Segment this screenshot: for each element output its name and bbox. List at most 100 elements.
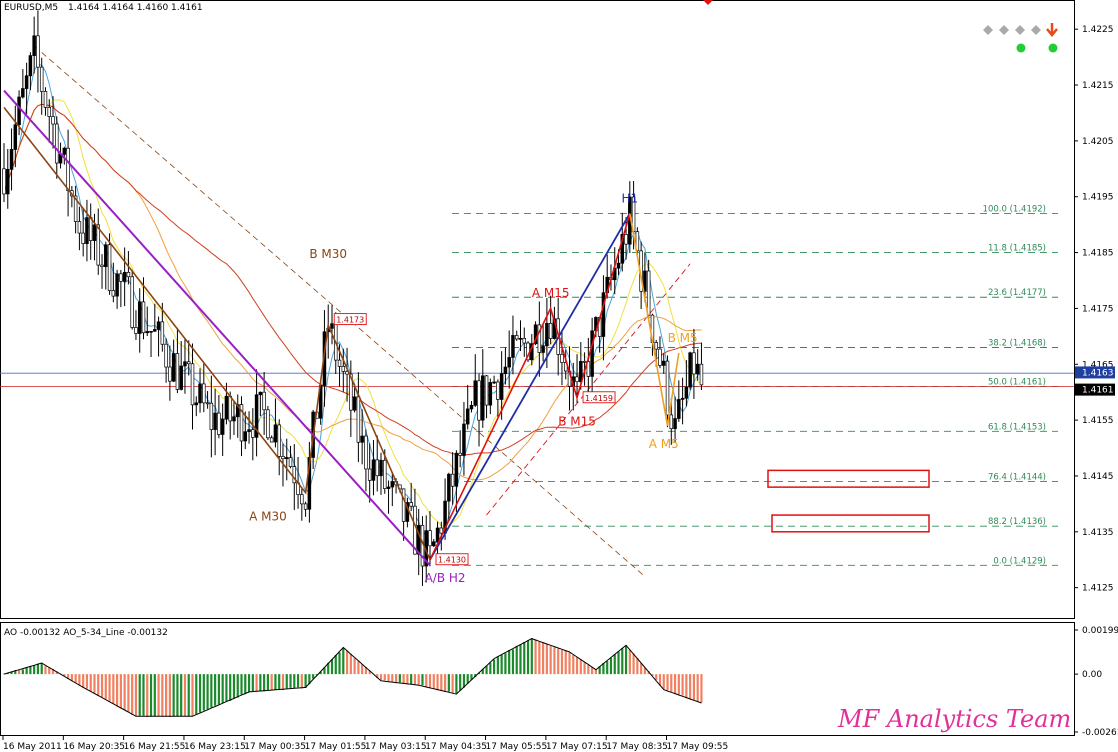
candle-body	[115, 273, 119, 297]
candle-body	[13, 124, 18, 150]
candle	[379, 452, 383, 495]
time-tick-label: 17 May 03:15	[365, 742, 427, 752]
status-dot-icon	[1016, 43, 1026, 53]
moving-averages	[3, 64, 702, 546]
candle	[239, 396, 244, 457]
candle-body	[303, 503, 308, 510]
candle-body	[522, 338, 527, 344]
candle-body	[107, 244, 112, 291]
candle-body	[111, 290, 116, 297]
candle	[73, 185, 78, 234]
fib-level-label: 100.0 (1.4192)	[983, 204, 1046, 214]
candle-body	[122, 271, 127, 282]
ao-tick-label: 0.00	[1082, 670, 1102, 680]
candle-body	[390, 481, 395, 488]
candle-body	[36, 35, 40, 68]
wave-label: A M30	[249, 510, 287, 524]
candle	[209, 375, 214, 458]
candle	[300, 488, 304, 521]
candle-body	[149, 330, 153, 333]
candle-body	[341, 366, 346, 372]
candle-body	[409, 502, 413, 507]
candle	[266, 406, 270, 441]
candle	[548, 295, 553, 345]
candle-body	[537, 324, 542, 353]
candle	[518, 320, 523, 352]
candle	[285, 438, 289, 481]
candle-body	[202, 383, 206, 404]
candle-body	[32, 35, 36, 56]
candle	[217, 395, 221, 439]
candle-body	[277, 424, 281, 457]
candle	[684, 360, 689, 407]
candle-body	[684, 386, 689, 399]
candle-body	[469, 404, 474, 410]
time-tick-label: 17 May 00:35	[244, 742, 306, 752]
candle	[21, 69, 25, 99]
candle-body	[375, 459, 379, 477]
candle	[134, 310, 138, 340]
candle	[352, 386, 357, 413]
candle-body	[383, 459, 387, 489]
candle-body	[364, 435, 368, 470]
candle	[661, 353, 666, 374]
candle	[202, 363, 206, 413]
candle-body	[224, 395, 229, 420]
candle-body	[66, 147, 70, 191]
candle-body	[473, 380, 478, 406]
candle-body	[198, 383, 202, 404]
candle-body	[360, 435, 364, 443]
candle-body	[134, 327, 138, 334]
wave-label: H1	[621, 191, 638, 205]
candle-body	[518, 338, 523, 340]
candle	[153, 303, 157, 332]
candle	[92, 213, 97, 261]
price-tick-label: 1.4215	[1082, 81, 1114, 91]
candle-body	[533, 324, 538, 345]
candle-body	[55, 123, 59, 164]
candle	[262, 371, 266, 435]
candle-body	[367, 468, 372, 481]
candle-body	[104, 244, 108, 268]
candle	[100, 254, 104, 289]
candle	[680, 377, 685, 425]
candle-body	[477, 380, 481, 421]
candle	[224, 382, 229, 425]
time-tick-label: 17 May 01:55	[305, 742, 367, 752]
candle-body	[428, 530, 432, 547]
candle-body	[654, 342, 658, 350]
candle-body	[254, 394, 259, 438]
price-tag-box	[582, 391, 616, 404]
time-tick-label: 17 May 08:35	[606, 742, 668, 752]
candle	[179, 341, 183, 391]
candle-body	[337, 359, 342, 367]
ma-long-line	[3, 103, 702, 456]
current-price-box	[1075, 383, 1115, 396]
candle-body	[119, 273, 123, 282]
candle-body	[213, 412, 217, 430]
candle-body	[9, 149, 14, 170]
candle-body	[643, 270, 647, 292]
time-tick-label: 16 May 2011	[3, 742, 62, 752]
price-tag: 1.4159	[582, 391, 616, 404]
price-tick-label: 1.4195	[1082, 193, 1114, 203]
candle	[499, 351, 504, 420]
candle	[247, 411, 251, 444]
candle	[447, 472, 451, 521]
candle	[484, 375, 489, 419]
candle	[303, 501, 308, 517]
h1-wave-line	[429, 213, 631, 561]
candle	[254, 369, 259, 457]
candle	[450, 452, 455, 505]
candle	[465, 384, 470, 430]
candle-body	[175, 353, 180, 390]
candle-body	[160, 321, 165, 345]
wave-label: B M30	[309, 247, 347, 261]
candle-body	[281, 456, 285, 460]
candle-body	[39, 66, 44, 92]
candle	[356, 372, 361, 463]
candle	[537, 301, 542, 377]
candle	[503, 347, 508, 385]
